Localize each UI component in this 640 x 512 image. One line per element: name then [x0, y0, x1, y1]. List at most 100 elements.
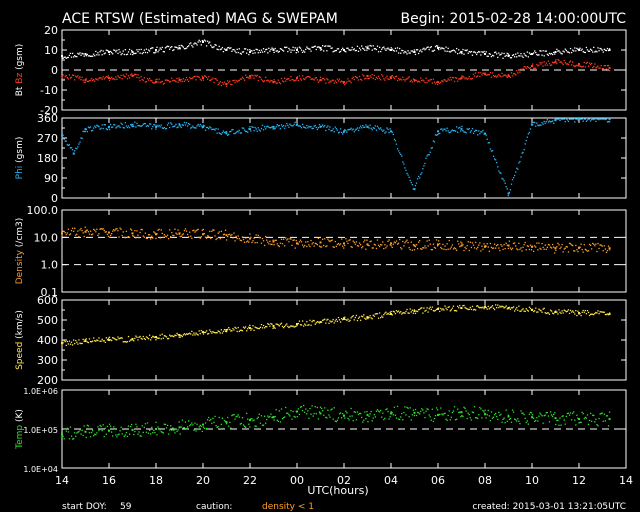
data-sample	[579, 47, 581, 49]
data-sample	[197, 334, 199, 336]
y-axis-label-text: Density (/cm3)	[15, 218, 25, 285]
data-sample	[539, 50, 541, 52]
data-sample	[436, 83, 439, 86]
data-sample	[343, 317, 345, 319]
data-sample	[429, 416, 431, 418]
data-sample	[263, 126, 266, 128]
data-sample	[270, 48, 272, 51]
data-sample	[139, 231, 141, 234]
data-sample	[393, 77, 396, 80]
data-sample	[209, 41, 211, 43]
data-sample	[83, 81, 85, 83]
data-sample	[203, 232, 206, 235]
data-sample	[368, 244, 370, 247]
data-sample	[442, 308, 444, 310]
data-point	[390, 242, 392, 245]
data-sample	[173, 49, 175, 51]
data-sample	[484, 409, 486, 411]
data-sample	[259, 76, 262, 79]
data-sample	[196, 125, 198, 127]
data-sample	[489, 242, 492, 245]
data-sample	[313, 412, 315, 415]
data-sample	[335, 81, 338, 84]
data-sample	[110, 51, 113, 54]
data-sample	[156, 233, 158, 235]
data-sample	[477, 75, 479, 77]
data-sample	[584, 66, 586, 68]
data-sample	[348, 320, 350, 323]
data-sample	[204, 422, 207, 424]
data-sample	[371, 247, 373, 249]
data-sample	[370, 240, 372, 242]
data-sample	[247, 131, 249, 133]
data-sample	[442, 80, 444, 83]
data-sample	[389, 311, 391, 314]
data-sample	[308, 48, 310, 50]
data-sample	[483, 50, 485, 53]
data-sample	[219, 133, 221, 135]
data-sample	[374, 78, 377, 81]
data-sample	[519, 160, 521, 163]
data-sample	[171, 123, 173, 125]
data-sample	[366, 317, 368, 319]
data-sample	[69, 343, 72, 345]
data-sample	[356, 45, 359, 48]
data-sample	[211, 128, 213, 131]
data-sample	[305, 77, 307, 79]
data-sample	[381, 74, 383, 76]
data-sample	[293, 49, 295, 51]
data-sample	[254, 425, 256, 427]
data-sample	[439, 82, 441, 85]
data-sample	[369, 124, 371, 126]
data-sample	[536, 242, 538, 244]
data-sample	[248, 77, 250, 79]
data-sample	[167, 337, 170, 340]
data-sample	[508, 418, 511, 421]
y-axis-label-text: Temp (K)	[15, 409, 25, 450]
data-sample	[87, 80, 90, 83]
data-sample	[285, 237, 287, 239]
data-sample	[589, 63, 592, 66]
data-sample	[115, 338, 117, 341]
data-sample	[86, 80, 89, 83]
data-sample	[306, 124, 308, 127]
data-sample	[214, 129, 216, 131]
data-sample	[591, 49, 593, 51]
data-sample	[138, 237, 140, 239]
data-sample	[535, 307, 537, 309]
data-sample	[302, 325, 305, 327]
data-sample	[250, 77, 252, 79]
data-sample	[487, 55, 489, 57]
data-sample	[404, 50, 406, 53]
data-sample	[474, 129, 477, 132]
data-sample	[356, 127, 359, 129]
data-sample	[588, 50, 591, 52]
data-sample	[378, 411, 381, 413]
data-point	[178, 232, 181, 235]
data-point	[460, 77, 463, 79]
data-sample	[135, 73, 137, 76]
data-sample	[389, 244, 391, 246]
data-sample	[339, 321, 342, 323]
data-sample	[549, 411, 552, 413]
data-sample	[543, 415, 545, 417]
data-sample	[305, 241, 307, 243]
data-sample	[62, 435, 64, 437]
data-sample	[358, 47, 361, 49]
data-sample	[244, 426, 247, 428]
data-sample	[596, 424, 598, 426]
data-sample	[224, 330, 227, 333]
data-sample	[244, 326, 247, 328]
data-sample	[159, 47, 161, 49]
data-sample	[269, 127, 271, 129]
data-sample	[548, 244, 551, 246]
data-sample	[204, 129, 207, 131]
data-sample	[167, 79, 170, 82]
data-sample	[230, 330, 232, 332]
data-sample	[454, 419, 457, 421]
data-sample	[471, 411, 474, 413]
data-sample	[381, 315, 383, 317]
data-sample	[450, 309, 452, 311]
data-sample	[125, 432, 128, 434]
data-sample	[181, 335, 183, 338]
